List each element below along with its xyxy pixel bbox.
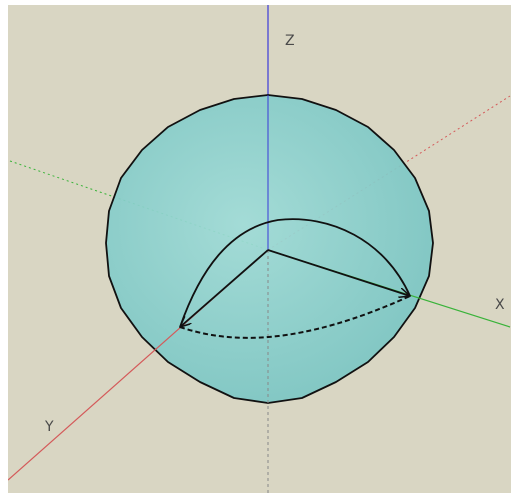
- y-axis-label: Y: [45, 419, 54, 435]
- vector-to-y: [180, 249, 269, 327]
- equator-arc-dashed: [179, 295, 411, 339]
- vector-to-x: [267, 249, 410, 296]
- great-circle-arc-upper: [179, 218, 411, 328]
- x-axis-label: X: [495, 297, 505, 313]
- sphere: [105, 94, 434, 404]
- z-axis-label: Z: [285, 33, 295, 49]
